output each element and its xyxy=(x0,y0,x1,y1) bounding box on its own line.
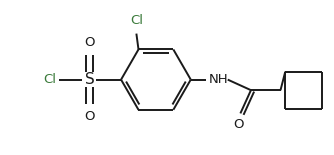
Text: O: O xyxy=(84,110,95,123)
Text: O: O xyxy=(84,36,95,49)
Text: S: S xyxy=(85,72,94,87)
Text: O: O xyxy=(233,118,243,131)
Text: Cl: Cl xyxy=(44,73,57,86)
Text: Cl: Cl xyxy=(130,14,143,27)
Text: NH: NH xyxy=(209,73,228,86)
